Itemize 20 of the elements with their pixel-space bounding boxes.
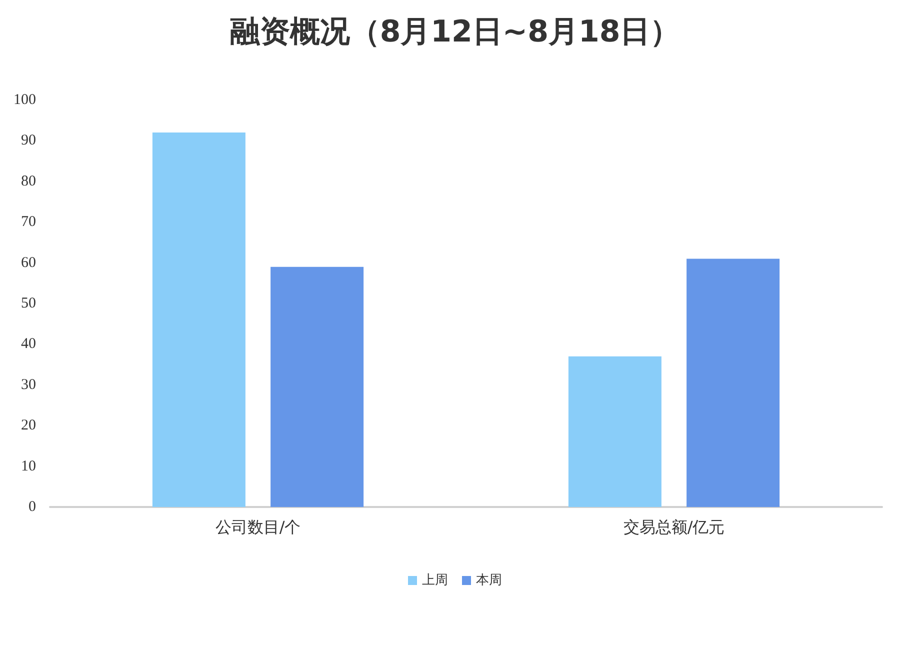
y-tick-label: 40 [21,336,36,352]
y-tick-label: 50 [21,296,36,312]
bar [270,266,364,507]
y-tick-label: 100 [14,92,36,108]
legend-label: 本周 [476,573,502,588]
chart-title: 融资概况（8月12日~8月18日） [230,14,680,50]
y-tick-label: 80 [21,173,36,190]
y-tick-label: 60 [21,254,36,271]
y-tick-label: 30 [21,376,36,393]
x-tick-label: 公司数目/个 [215,518,301,536]
y-tick-label: 90 [21,132,36,149]
bar [568,356,662,507]
y-tick-label: 10 [21,458,36,474]
bar [686,258,780,507]
y-tick-label: 0 [28,499,36,515]
y-tick-label: 70 [21,214,36,230]
x-tick-label: 交易总额/亿元 [623,518,725,536]
legend-label: 上周 [422,573,448,588]
bar [152,132,246,507]
y-tick-label: 20 [21,418,36,434]
